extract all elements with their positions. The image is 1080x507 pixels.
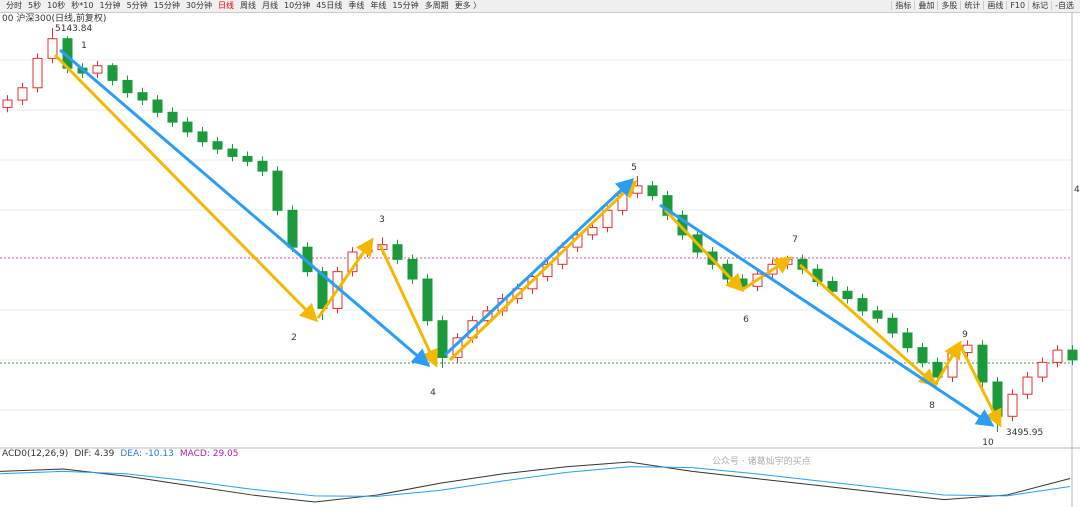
wave-label: 3 [379,215,385,225]
arrow [378,244,438,368]
chart: 00 沪深300(日线,前复权) 1 2 3 4 5 6 7 8 9 10 5143.84 3495.… [0,12,1080,507]
wave-label: 1 [81,41,87,51]
indicator-label: DEA: -10.13 [120,449,174,459]
candle-body [212,141,223,150]
candle-body [407,258,418,280]
wave-label: 10 [982,438,994,448]
toolbar-item[interactable]: 秒*10 [71,1,94,10]
indicator-label: ACD0(12,26,9) [2,449,68,459]
indicator-label: MACD: 29.05 [180,449,239,459]
candle-body [167,111,178,123]
arrow [443,177,635,357]
toolbar-item[interactable]: 10秒 [47,1,66,10]
toolbar-item[interactable]: 画线 [983,1,1007,10]
candle-body [107,65,118,81]
toolbar-item[interactable]: 10分钟 [284,1,311,10]
candle-body [122,79,133,94]
candle-body [827,280,838,292]
candle-body [1007,393,1018,417]
arrow [659,203,995,427]
macd-line [0,466,1071,497]
toolbar-item[interactable]: 叠加 [914,1,938,10]
candle-body [137,92,148,101]
watermark: 公众号 · 诸葛灿宇的买点 [712,455,811,467]
toolbar-item[interactable]: 统计 [960,1,984,10]
candle-body [1067,349,1078,361]
arrow [448,179,638,362]
wave-label: 7 [792,235,798,245]
candle-body [917,347,928,363]
toolbar-item[interactable]: 30分钟 [185,1,213,10]
wave-label: 5 [631,163,637,173]
toolbar-item[interactable]: 日线 [218,1,235,10]
candle-body [1037,361,1048,378]
arrow [663,208,745,293]
candle-body [647,185,658,197]
candle-body [287,209,298,248]
arrow [933,340,962,386]
candle-body [182,121,193,133]
toolbar-item[interactable]: 15分钟 [392,1,419,10]
candle-body [887,317,898,334]
arrow [53,53,319,323]
chart-title: 00 沪深300(日线,前复权) [2,12,106,24]
toolbar-item[interactable]: 1分钟 [99,1,121,10]
wave-label: 4 [430,388,436,398]
candle-body [392,244,403,260]
candle-body [872,310,883,319]
candle-body [632,185,643,194]
candle-body [587,227,598,236]
toolbar-item[interactable]: 45日线 [316,1,343,10]
indicator-label: DIF: 4.39 [74,449,114,459]
candle-body [1052,349,1063,363]
candle-body [977,344,988,383]
candle-body [32,57,43,89]
toolbar-item[interactable]: 更多 〉 [454,1,482,10]
candle-body [317,271,328,309]
candle-body [842,290,853,300]
toolbar-item[interactable]: -自选 [1051,1,1077,10]
toolbar-item[interactable]: 5分钟 [126,1,148,10]
toolbar-item[interactable]: 标记 [1028,1,1052,10]
wave-label: 6 [743,315,749,325]
candle-body [422,278,433,322]
axis-label: 4 [1074,185,1080,195]
toolbar-item[interactable]: 多周期 [424,1,449,10]
candle-body [1022,376,1033,395]
candle-body [242,155,253,162]
toolbar-item[interactable]: 指标 [891,1,915,10]
macd-line [0,461,1071,503]
candle-body [227,148,238,157]
price-label: 3495.95 [1006,428,1043,438]
toolbar-item[interactable]: 多股 [937,1,961,10]
candle-body [902,332,913,349]
candle-body [2,99,13,108]
toolbar-item[interactable]: 15分钟 [153,1,180,10]
candle-body [152,99,163,113]
candle-body [17,87,28,101]
wave-label: 8 [929,401,935,411]
arrow [799,263,938,387]
arrow [316,237,374,319]
candle-body [257,160,268,172]
toolbar-item[interactable]: 分时 [6,1,22,10]
toolbar-item[interactable]: 周线 [240,1,257,10]
toolbar-item[interactable]: 季线 [348,1,365,10]
candle-body [47,38,58,59]
wave-label: 9 [962,330,968,340]
candle-body [857,298,868,312]
candle-body [437,320,448,358]
price-label: 5143.84 [55,24,92,34]
toolbar-item[interactable]: F10 [1006,1,1029,10]
toolbar-item[interactable]: 5秒 [28,1,42,10]
candle-body [197,131,208,143]
wave-label: 2 [291,333,297,343]
candle-body [92,65,103,74]
toolbar-item[interactable]: 月线 [262,1,279,10]
toolbar: 分时 5秒 10秒 秒*10 1分钟 5分钟 15分钟 30分钟 日线 周线 月线 10分钟 45日线季… [0,0,1080,13]
toolbar-item[interactable]: 年线 [370,1,387,10]
candle-body [272,170,283,211]
arrow [59,48,431,367]
